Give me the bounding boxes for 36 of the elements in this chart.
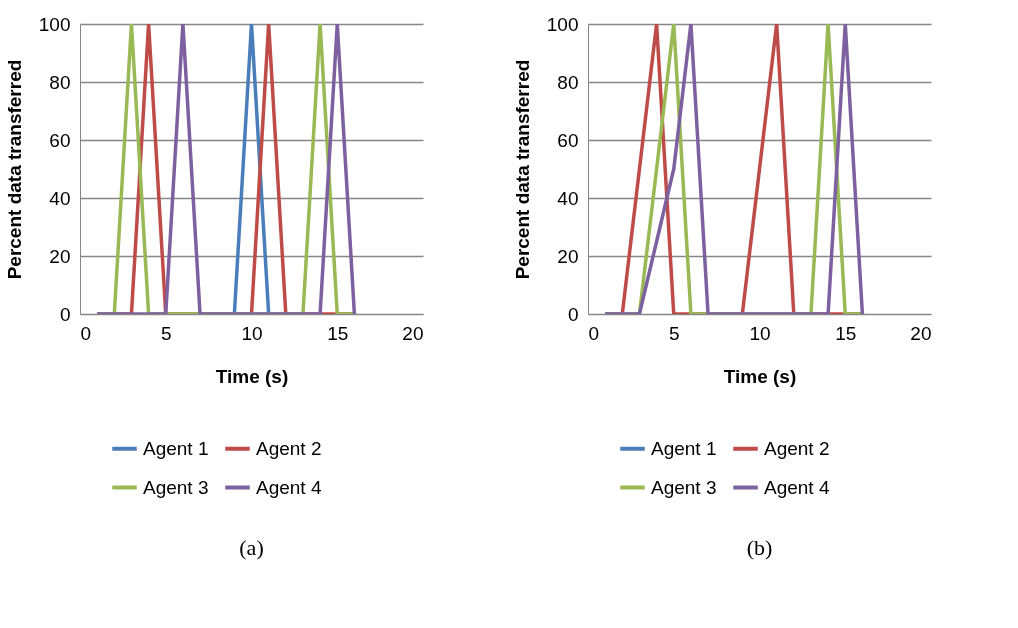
y-tick-label: 80: [557, 71, 579, 93]
x-tick-label: 0: [588, 322, 600, 344]
legend-label: Agent 1: [651, 437, 717, 459]
y-tick-label: 20: [49, 245, 71, 267]
x-tick-label: 0: [80, 322, 92, 344]
y-tick-label: 20: [557, 245, 579, 267]
legend-label: Agent 3: [651, 476, 717, 498]
x-axis-title: Time (s): [215, 365, 289, 387]
legend-label: Agent 2: [764, 437, 830, 459]
x-tick-label: 10: [241, 322, 263, 344]
x-tick-label: 5: [668, 322, 680, 344]
text: (b): [746, 535, 773, 560]
legend-label: Agent 1: [143, 437, 209, 459]
y-tick-label: 40: [49, 187, 71, 209]
text: (a): [239, 535, 264, 560]
x-tick-label: 20: [910, 322, 932, 344]
x-tick-label: 10: [749, 322, 771, 344]
y-tick-label: 40: [557, 187, 579, 209]
y-tick-label: 60: [557, 129, 579, 151]
y-tick-label: 80: [49, 71, 71, 93]
legend-label: Agent 2: [256, 437, 322, 459]
legend-label: Agent 4: [256, 476, 322, 498]
legend-label: Agent 3: [143, 476, 209, 498]
y-tick-label: 0: [567, 303, 579, 325]
y-tick-label: 100: [38, 13, 71, 35]
x-tick-label: 20: [402, 322, 424, 344]
x-tick-label: 15: [327, 322, 349, 344]
x-tick-label: 5: [160, 322, 172, 344]
y-tick-label: 0: [59, 303, 71, 325]
y-axis-title: Percent data transferred: [511, 59, 533, 280]
y-tick-label: 100: [546, 13, 579, 35]
y-axis-title: Percent data transferred: [3, 59, 25, 280]
x-tick-label: 15: [835, 322, 857, 344]
x-axis-title: Time (s): [723, 365, 797, 387]
y-tick-label: 60: [49, 129, 71, 151]
legend-label: Agent 4: [764, 476, 830, 498]
